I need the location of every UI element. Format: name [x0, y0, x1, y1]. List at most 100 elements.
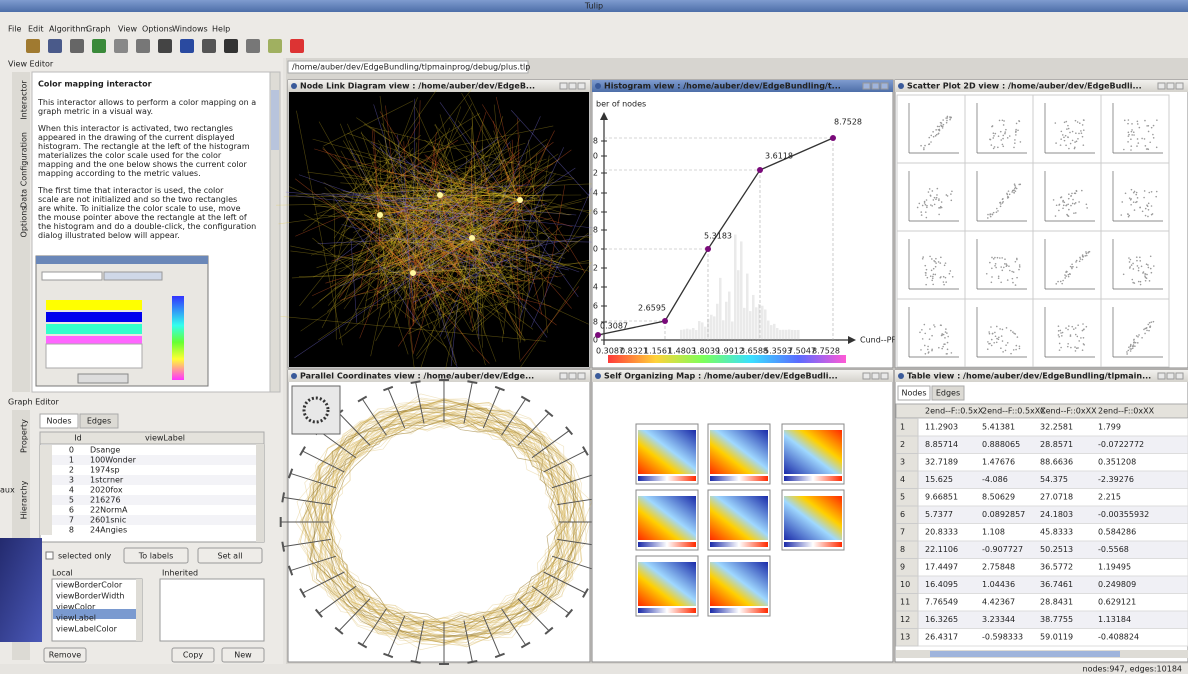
button-label[interactable]: Set all: [217, 552, 242, 561]
property-item[interactable]: viewLabel: [56, 614, 96, 623]
window-button[interactable]: [1157, 82, 1166, 90]
window-button[interactable]: [577, 82, 586, 90]
graph-edge: [503, 184, 521, 201]
window-button[interactable]: [1175, 82, 1184, 90]
toolbar-button[interactable]: [48, 39, 62, 53]
scatter-dot: [1068, 325, 1070, 327]
scatter-dot: [990, 281, 993, 284]
button[interactable]: [221, 647, 265, 663]
window-button[interactable]: [1166, 82, 1175, 90]
menu-item[interactable]: Edit: [28, 25, 44, 34]
scatter-dot: [1075, 190, 1078, 193]
x-tick-label: 1.4803: [668, 347, 696, 356]
window-button[interactable]: [1166, 372, 1175, 380]
scatter-dot: [1137, 267, 1140, 269]
toolbar-button[interactable]: [290, 39, 304, 53]
toolbar-button[interactable]: [92, 39, 106, 53]
toolbar-button[interactable]: [180, 39, 194, 53]
window-button[interactable]: [568, 372, 577, 380]
vertical-tab[interactable]: Data Configuration: [20, 132, 29, 208]
button[interactable]: [171, 647, 215, 663]
toolbar-button[interactable]: [26, 39, 40, 53]
menu-item[interactable]: Algorithm: [49, 25, 88, 34]
toolbar-button[interactable]: [136, 39, 150, 53]
window-button[interactable]: [862, 372, 871, 380]
vertical-tab[interactable]: Options: [20, 207, 29, 238]
scatter-dot: [1073, 203, 1076, 205]
menu-item[interactable]: File: [8, 25, 21, 34]
cell: 2.215: [1098, 493, 1121, 502]
toolbar-button[interactable]: [114, 39, 128, 53]
graph-edge: [379, 147, 452, 311]
window-button[interactable]: [559, 82, 568, 90]
window-button[interactable]: [1157, 372, 1166, 380]
scatter-dot: [1136, 145, 1138, 147]
button-label[interactable]: Copy: [183, 651, 204, 660]
property-item[interactable]: viewBorderColor: [56, 581, 123, 590]
cell: -0.408824: [1098, 633, 1139, 642]
tab-label[interactable]: Edges: [936, 389, 960, 398]
window-button[interactable]: [862, 82, 871, 90]
scatter-dot: [945, 281, 947, 283]
scatter-cell: [896, 298, 966, 368]
graph-edge: [450, 303, 458, 367]
vertical-tab[interactable]: Hierarchy: [20, 480, 29, 519]
scatter-cell: [964, 94, 1034, 164]
graph-edge: [471, 232, 589, 333]
menu-item[interactable]: View: [118, 25, 137, 34]
scatter-dot: [1065, 204, 1067, 207]
graph-edge: [341, 189, 450, 216]
button-label[interactable]: To labels: [138, 552, 173, 561]
subwindow-title: [895, 370, 1188, 382]
menu-item[interactable]: Help: [212, 25, 230, 34]
tab-label[interactable]: Nodes: [46, 417, 71, 426]
button[interactable]: [123, 547, 189, 564]
scatter-dot: [1123, 148, 1125, 151]
toolbar-button[interactable]: [268, 39, 282, 53]
window-button[interactable]: [1175, 372, 1184, 380]
vertical-tab[interactable]: Property: [20, 419, 29, 453]
window-button[interactable]: [871, 372, 880, 380]
scatter-dot: [1145, 148, 1148, 150]
property-item[interactable]: viewLabelColor: [56, 625, 118, 634]
window-button[interactable]: [880, 82, 889, 90]
toolbar-button[interactable]: [246, 39, 260, 53]
vertical-tab[interactable]: Interactor: [20, 80, 29, 120]
graph-edge: [379, 192, 498, 216]
menu-item[interactable]: Windows: [172, 25, 208, 34]
button-label[interactable]: New: [234, 651, 252, 660]
menu-item[interactable]: Options: [142, 25, 173, 34]
button-label[interactable]: Remove: [49, 651, 82, 660]
property-item[interactable]: viewBorderWidth: [56, 592, 124, 601]
point-label: 8.7528: [834, 118, 862, 127]
tab-label[interactable]: Nodes: [901, 389, 926, 398]
control-point[interactable]: [757, 167, 763, 173]
control-point[interactable]: [662, 318, 668, 324]
button[interactable]: [197, 547, 263, 564]
file-tab-label[interactable]: /home/auber/dev/EdgeBundling/tlpmainprog…: [292, 63, 530, 72]
som-map: [710, 496, 768, 540]
menu-item[interactable]: Graph: [86, 25, 111, 34]
arrow: [848, 336, 856, 344]
window-button[interactable]: [871, 82, 880, 90]
property-item[interactable]: viewColor: [56, 603, 96, 612]
control-point[interactable]: [830, 135, 836, 141]
scatter-dot: [1061, 331, 1064, 334]
scatter-dot: [1060, 332, 1062, 334]
window-button[interactable]: [880, 372, 889, 380]
toolbar-button[interactable]: [70, 39, 84, 53]
graph-edge: [356, 117, 501, 216]
toolbar-button[interactable]: [158, 39, 172, 53]
window-button[interactable]: [559, 372, 568, 380]
window-button[interactable]: [568, 82, 577, 90]
checkbox[interactable]: [45, 551, 54, 560]
toolbar-button[interactable]: [224, 39, 238, 53]
button[interactable]: [43, 647, 87, 663]
window-button[interactable]: [577, 372, 586, 380]
scatter-dot: [1071, 192, 1073, 195]
control-point[interactable]: [595, 332, 601, 338]
control-point[interactable]: [705, 246, 711, 252]
graph-edge: [321, 214, 381, 329]
tab-label[interactable]: Edges: [87, 417, 111, 426]
toolbar-button[interactable]: [202, 39, 216, 53]
